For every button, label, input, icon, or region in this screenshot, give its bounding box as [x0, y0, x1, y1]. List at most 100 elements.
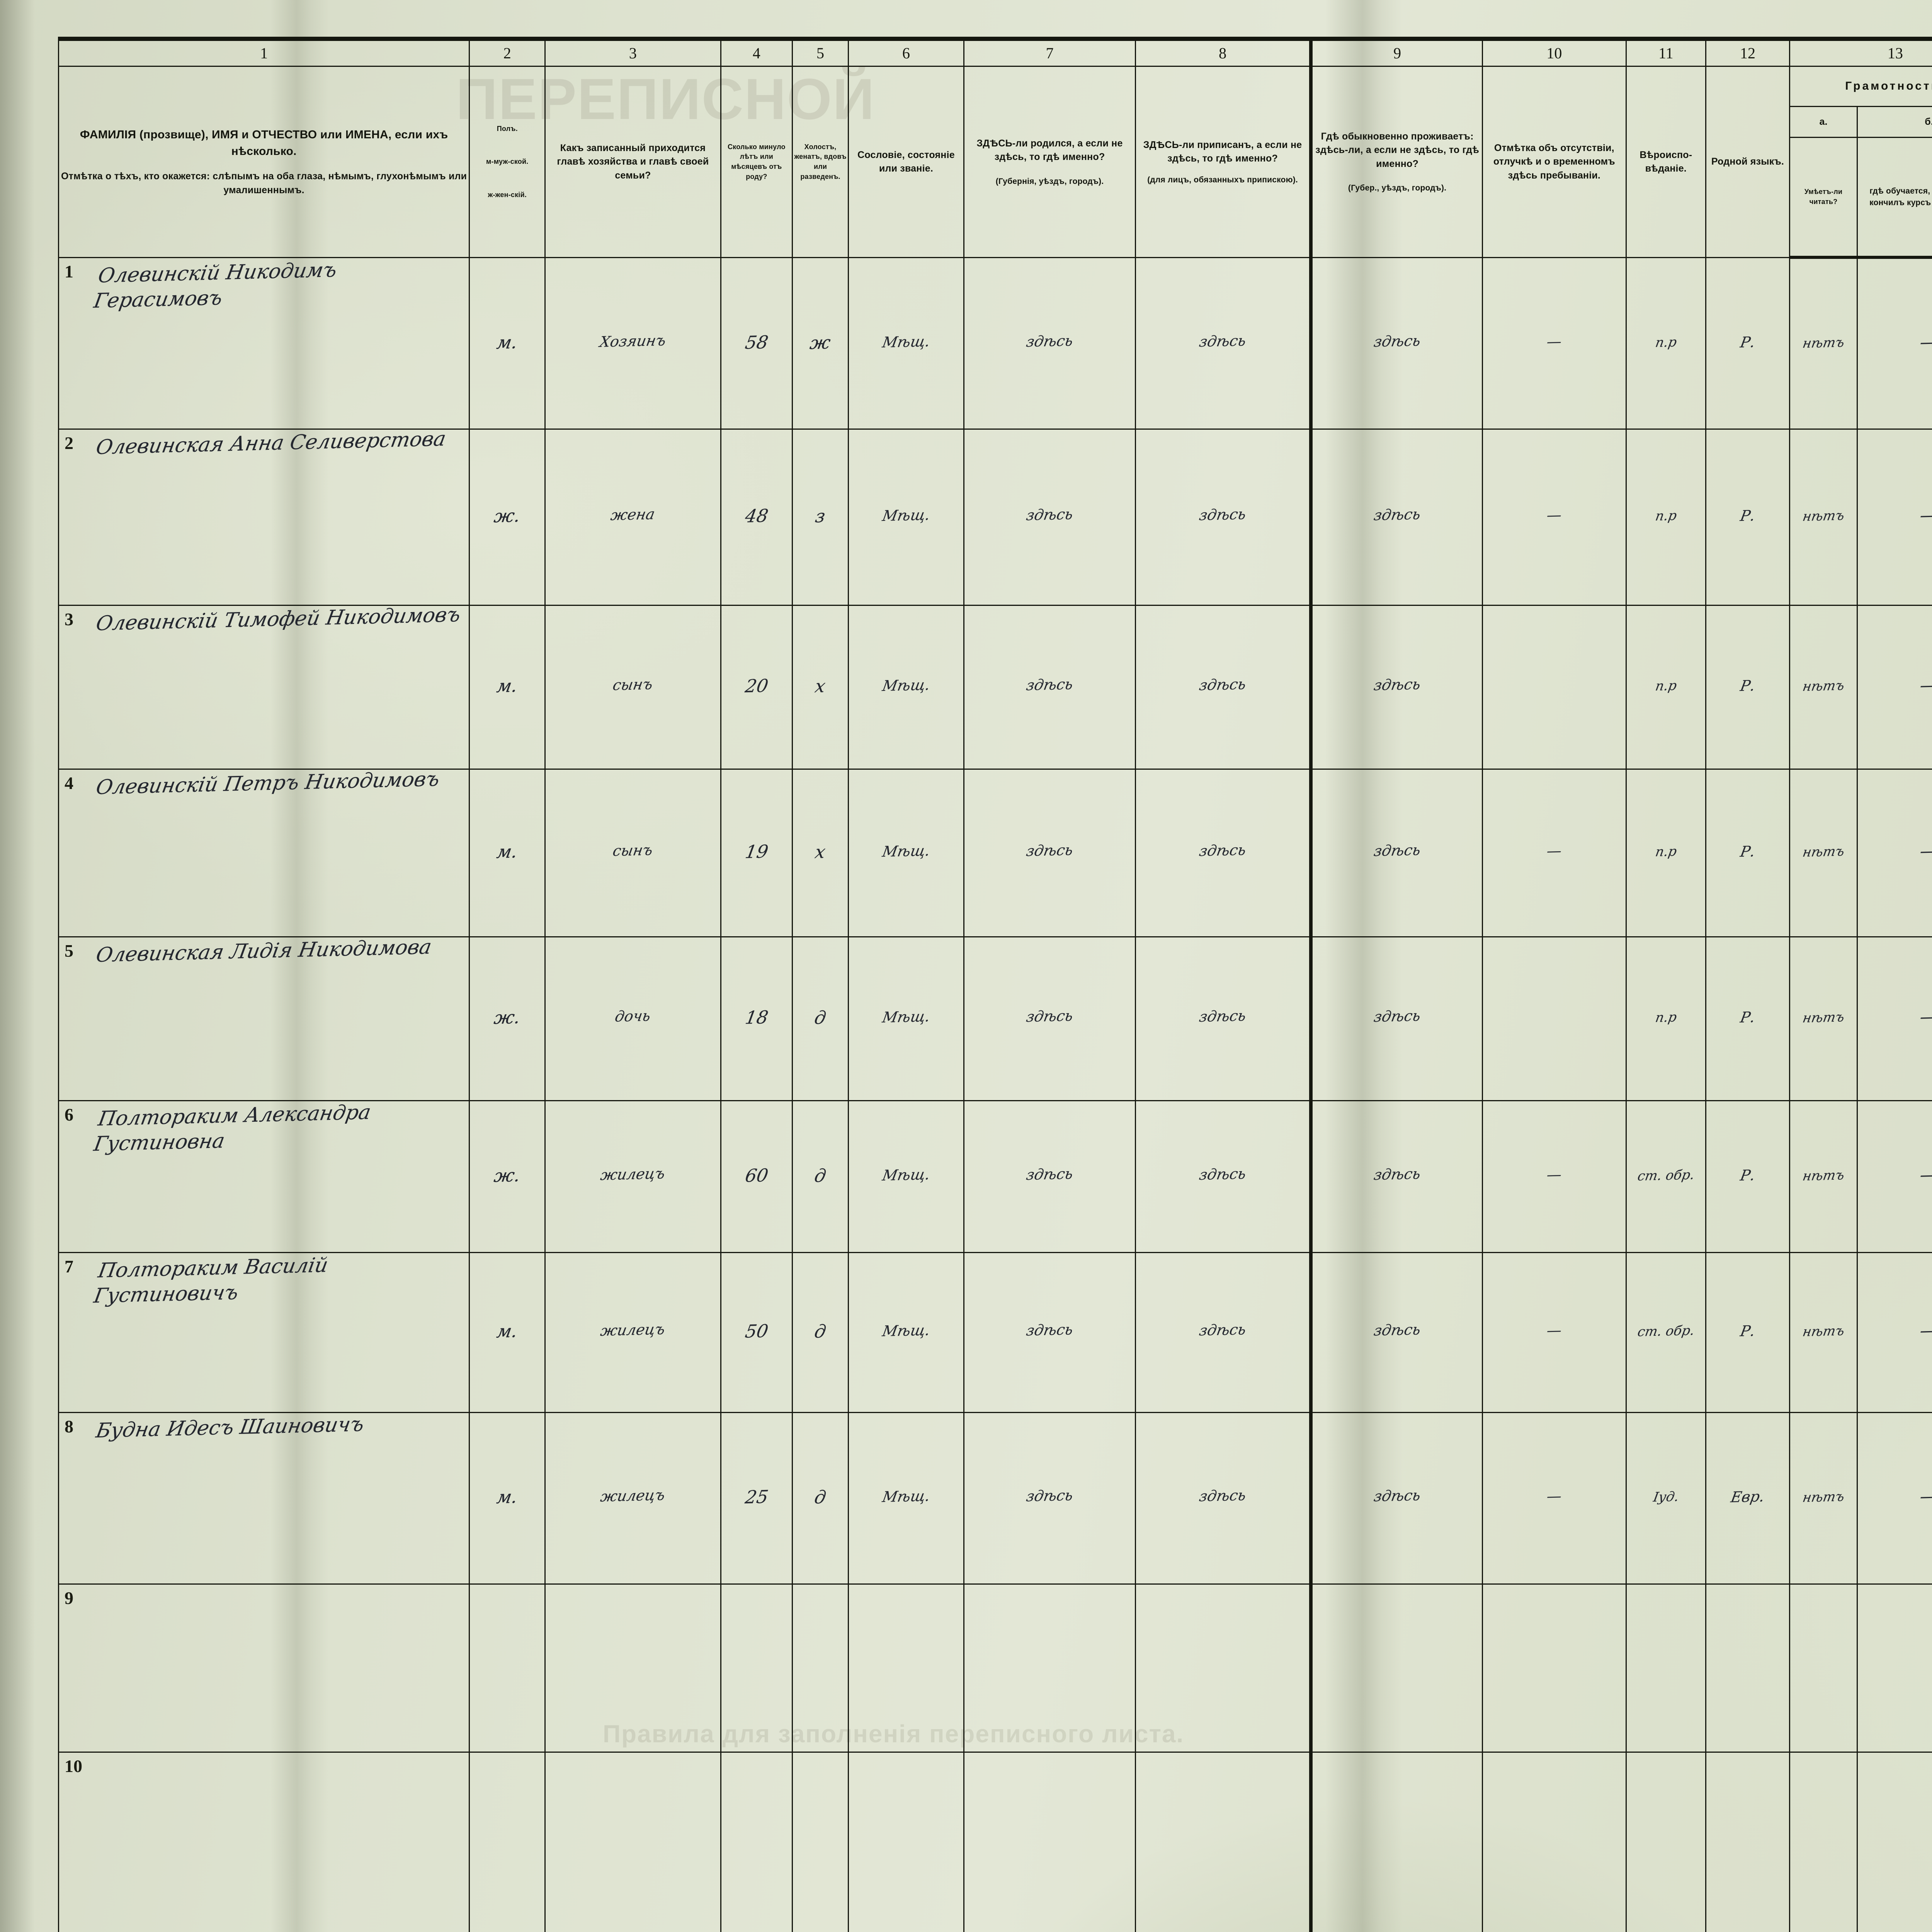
cell-name[interactable]: 1 Олевинскiй Никодимъ Герасимовъ: [58, 257, 470, 430]
cell-birthplace[interactable]: здѣсь: [963, 1412, 1136, 1585]
cell-marital[interactable]: д: [792, 1252, 849, 1413]
cell-birthplace[interactable]: здѣсь: [963, 604, 1136, 770]
cell-sex[interactable]: м.: [469, 768, 546, 937]
cell-literacy[interactable]: нѣтъ: [1789, 604, 1858, 770]
cell-registration[interactable]: здѣсь: [1134, 1412, 1313, 1585]
cell-religion[interactable]: п.р: [1625, 604, 1707, 770]
cell-education[interactable]: —: [1857, 1412, 1932, 1585]
cell-literacy[interactable]: нѣтъ: [1789, 1412, 1858, 1585]
cell-literacy[interactable]: [1789, 1583, 1858, 1753]
cell-education[interactable]: —: [1857, 604, 1932, 770]
cell-language[interactable]: Р.: [1705, 429, 1790, 606]
cell-absence[interactable]: —: [1482, 1252, 1627, 1413]
cell-registration[interactable]: здѣсь: [1134, 604, 1313, 770]
table-row[interactable]: 912: [58, 1583, 1932, 1753]
cell-estate[interactable]: Мѣщ.: [847, 604, 965, 770]
cell-education[interactable]: [1857, 1583, 1932, 1753]
cell-literacy[interactable]: нѣтъ: [1789, 936, 1858, 1101]
table-row[interactable]: 7 Полтораким Василiй Густиновичъ м. жилецъ 5…: [58, 1252, 1932, 1413]
cell-education[interactable]: [1857, 1751, 1932, 1932]
cell-education[interactable]: —: [1857, 1100, 1932, 1253]
cell-relation[interactable]: жена: [544, 429, 721, 606]
cell-age[interactable]: 60: [720, 1100, 793, 1253]
cell-marital[interactable]: х: [792, 768, 849, 937]
cell-birthplace[interactable]: здѣсь: [963, 257, 1136, 430]
cell-relation[interactable]: жилецъ: [544, 1100, 721, 1253]
cell-language[interactable]: Р.: [1705, 1100, 1790, 1253]
cell-sex[interactable]: м.: [469, 604, 546, 770]
cell-sex[interactable]: ж.: [469, 429, 546, 606]
table-row[interactable]: 6 Полтораким Александра Густиновна ж. жилец…: [58, 1100, 1932, 1253]
cell-residence[interactable]: здѣсь: [1309, 1412, 1483, 1585]
cell-sex[interactable]: [469, 1751, 546, 1932]
cell-education[interactable]: —: [1857, 429, 1932, 606]
cell-language[interactable]: [1705, 1583, 1790, 1753]
cell-sex[interactable]: м.: [469, 1412, 546, 1585]
cell-age[interactable]: 19: [720, 768, 793, 937]
cell-language[interactable]: Р.: [1705, 768, 1790, 937]
cell-relation[interactable]: [544, 1583, 721, 1753]
cell-residence[interactable]: здѣсь: [1309, 1100, 1483, 1253]
cell-registration[interactable]: здѣсь: [1134, 257, 1313, 430]
cell-marital[interactable]: х: [792, 604, 849, 770]
cell-literacy[interactable]: нѣтъ: [1789, 429, 1858, 606]
cell-age[interactable]: [720, 1751, 793, 1932]
cell-sex[interactable]: [469, 1583, 546, 1753]
cell-marital[interactable]: д: [792, 936, 849, 1101]
cell-relation[interactable]: жилецъ: [544, 1252, 721, 1413]
cell-residence[interactable]: здѣсь: [1309, 604, 1483, 770]
cell-age[interactable]: 48: [720, 429, 793, 606]
table-row[interactable]: 8 Будна Идесъ Шаиновичъ м. жилецъ 25 д Мѣщ. здѣ…: [58, 1412, 1932, 1585]
cell-religion[interactable]: п.р: [1625, 768, 1707, 937]
cell-relation[interactable]: сынъ: [544, 768, 721, 937]
cell-estate[interactable]: Мѣщ.: [847, 936, 965, 1101]
cell-birthplace[interactable]: здѣсь: [963, 936, 1136, 1101]
cell-residence[interactable]: [1309, 1751, 1483, 1932]
cell-religion[interactable]: ст. обр.: [1625, 1100, 1707, 1253]
cell-religion[interactable]: п.р: [1625, 257, 1707, 430]
table-row[interactable]: 1 Олевинскiй Никодимъ Герасимовъ м. Хозяинъ…: [58, 257, 1932, 430]
cell-estate[interactable]: Мѣщ.: [847, 1412, 965, 1585]
table-row[interactable]: 5 Олевинская Лидiя Никодимова ж. дочь 18 д Мѣщ…: [58, 935, 1932, 1101]
cell-birthplace[interactable]: здѣсь: [963, 429, 1136, 606]
cell-religion[interactable]: [1625, 1583, 1707, 1753]
cell-language[interactable]: Р.: [1705, 257, 1790, 430]
cell-religion[interactable]: ст. обр.: [1625, 1252, 1707, 1413]
table-row[interactable]: 1012: [58, 1751, 1932, 1932]
cell-absence[interactable]: [1482, 1751, 1627, 1932]
cell-marital[interactable]: д: [792, 1412, 849, 1585]
cell-residence[interactable]: [1309, 1583, 1483, 1753]
cell-name[interactable]: 3 Олевинскiй Тимофей Никодимовъ: [58, 603, 470, 770]
cell-age[interactable]: 50: [720, 1252, 793, 1413]
cell-estate[interactable]: Мѣщ.: [847, 1252, 965, 1413]
cell-estate[interactable]: Мѣщ.: [847, 768, 965, 937]
cell-estate[interactable]: [847, 1583, 965, 1753]
cell-sex[interactable]: м.: [469, 1252, 546, 1413]
cell-education[interactable]: —: [1857, 936, 1932, 1101]
cell-marital[interactable]: ж: [792, 257, 849, 430]
cell-absence[interactable]: —: [1482, 1412, 1627, 1585]
cell-registration[interactable]: здѣсь: [1134, 429, 1313, 606]
cell-absence[interactable]: [1482, 604, 1627, 770]
cell-estate[interactable]: [847, 1751, 965, 1932]
cell-marital[interactable]: [792, 1583, 849, 1753]
cell-name[interactable]: 5 Олевинская Лидiя Никодимова: [58, 935, 470, 1101]
cell-education[interactable]: —: [1857, 1252, 1932, 1413]
cell-residence[interactable]: здѣсь: [1309, 257, 1483, 430]
cell-literacy[interactable]: нѣтъ: [1789, 1100, 1858, 1253]
cell-sex[interactable]: ж.: [469, 1100, 546, 1253]
cell-residence[interactable]: здѣсь: [1309, 1252, 1483, 1413]
cell-relation[interactable]: Хозяинъ: [544, 257, 721, 430]
cell-religion[interactable]: Iуд.: [1625, 1412, 1707, 1585]
cell-literacy[interactable]: нѣтъ: [1789, 1252, 1858, 1413]
cell-age[interactable]: 58: [720, 257, 793, 430]
cell-residence[interactable]: здѣсь: [1309, 936, 1483, 1101]
cell-relation[interactable]: дочь: [544, 936, 721, 1101]
cell-birthplace[interactable]: здѣсь: [963, 1252, 1136, 1413]
table-row[interactable]: 3 Олевинскiй Тимофей Никодимовъ м. сынъ 20 х М…: [58, 603, 1932, 770]
cell-language[interactable]: Евр.: [1705, 1412, 1790, 1585]
cell-name[interactable]: 6 Полтораким Александра Густиновна: [58, 1100, 470, 1253]
cell-religion[interactable]: п.р: [1625, 429, 1707, 606]
cell-name[interactable]: 2 Олевинская Анна Селиверстова: [58, 427, 470, 606]
cell-marital[interactable]: д: [792, 1100, 849, 1253]
